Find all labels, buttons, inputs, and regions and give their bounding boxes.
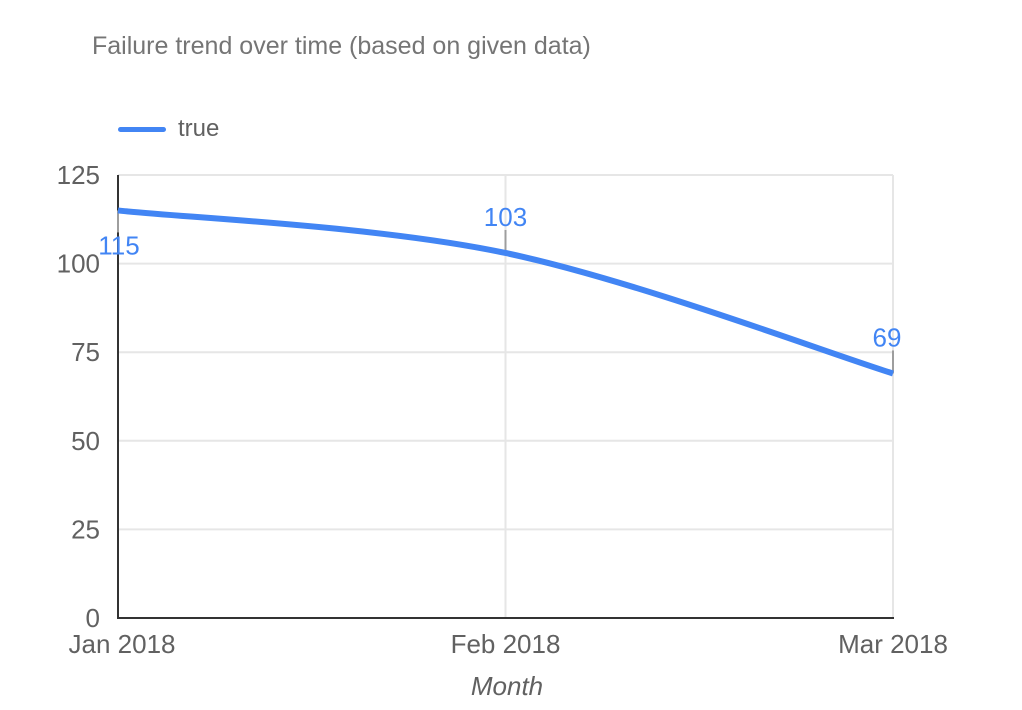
chart-title: Failure trend over time (based on given … bbox=[92, 32, 591, 60]
annotation-label: 103 bbox=[484, 202, 527, 232]
y-tick-label: 25 bbox=[71, 514, 100, 544]
annotation-label: 115 bbox=[98, 230, 139, 260]
y-tick-label: 0 bbox=[86, 603, 100, 633]
y-tick-label: 100 bbox=[57, 249, 100, 279]
series-line-true[interactable] bbox=[117, 207, 894, 377]
legend[interactable]: true bbox=[118, 115, 220, 142]
x-tick-label: Feb 2018 bbox=[451, 629, 561, 659]
y-tick-label: 50 bbox=[71, 426, 100, 456]
y-tick-label: 75 bbox=[71, 337, 100, 367]
x-tick-label: Mar 2018 bbox=[838, 629, 948, 659]
x-tick-label: Jan 2018 bbox=[69, 629, 176, 659]
annotation-label: 69 bbox=[873, 322, 902, 352]
y-tick-label: 125 bbox=[57, 160, 100, 190]
legend-label: true bbox=[178, 115, 220, 142]
x-axis-title: Month bbox=[470, 671, 544, 701]
legend-line-swatch bbox=[118, 126, 166, 132]
